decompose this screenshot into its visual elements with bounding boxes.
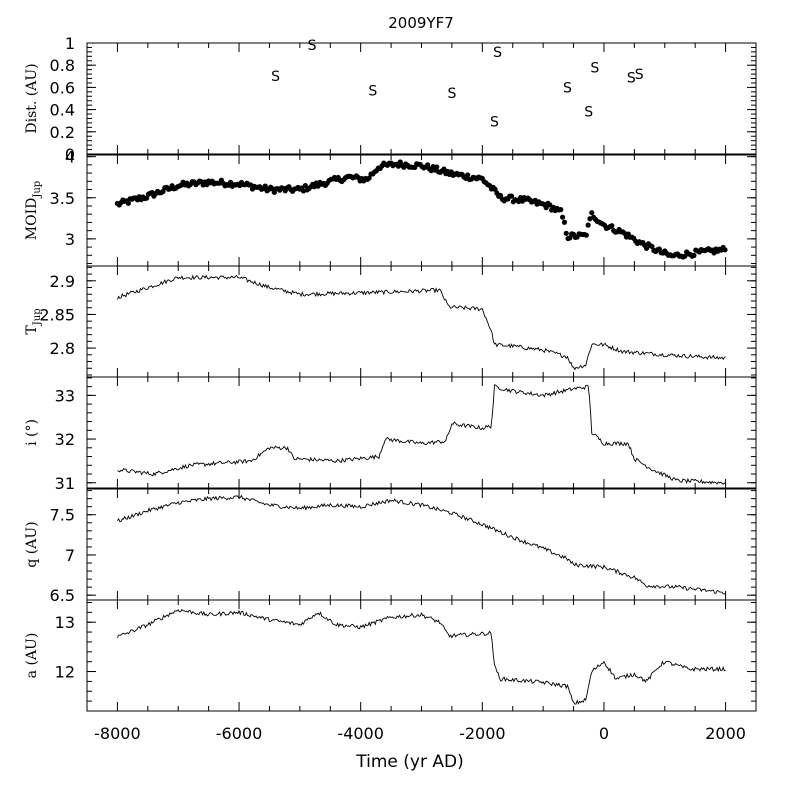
moid-point [144,195,150,201]
close-approach-marker: S [308,38,317,54]
x-tick-label: -2000 [459,724,506,743]
y-tick-label: 0 [65,145,75,164]
close-approach-marker: S [627,70,636,86]
x-tick-label: -4000 [337,724,384,743]
series-line-a [116,608,726,705]
y-label-sub: Jup [32,308,43,326]
moid-point [262,183,268,189]
y-tick-label: 3 [65,230,75,249]
moid-point [302,182,308,189]
close-approach-marker: S [490,115,499,131]
moid-point [547,202,553,208]
moid-point [609,223,615,229]
moid-point [558,207,564,213]
panel-tjup: 2.8 2.85 2.9 TJup [24,265,757,378]
moid-point [722,247,728,253]
y-tick-label: 2.8 [50,339,75,358]
y-axis-label-dist: Dist. (AU) [24,63,40,133]
moid-point [434,164,440,170]
close-approach-marker: S [493,45,502,61]
y-axis-label-moid: MOIDJup [24,181,43,240]
series-line-q [117,494,726,595]
panel-q: 6.5 7 7.5 q (AU) [24,488,757,605]
y-tick-label: 7 [65,546,75,565]
y-tick-label: 0.8 [50,56,75,75]
close-approach-marker: S [271,69,280,85]
y-label-sub: Jup [32,181,43,199]
y-tick-label: 2.9 [50,272,75,291]
moid-point [543,205,549,211]
chart-title: 2009YF7 [388,14,454,32]
moid-point [585,222,591,228]
y-tick-label: 3.5 [50,189,75,208]
moid-point [508,193,515,199]
moid-point [691,252,697,259]
moid-point [366,175,372,181]
series-line-incl [117,384,726,485]
panel-incl: 31 32 33 i (°) [24,376,757,493]
y-axis-label-a: a (AU) [24,633,40,679]
x-tick-label: 0 [599,724,609,743]
y-tick-label: 0.4 [50,101,75,120]
y-tick-label: 31 [55,474,75,493]
moid-point [563,230,569,236]
x-tick-label: -6000 [216,724,263,743]
y-tick-label: 6.5 [50,586,75,605]
x-tick-label: -8000 [94,724,141,743]
y-tick-label: 32 [55,430,75,449]
moid-point [561,219,568,225]
moid-point [125,200,131,206]
moid-point [649,243,655,250]
y-tick-label: 1 [65,34,75,53]
y-tick-label: 13 [55,613,75,632]
moid-point [465,172,471,178]
close-approach-marker: S [635,67,644,83]
close-approach-marker: S [584,105,593,121]
x-tick-label: 2000 [705,724,746,743]
y-tick-label: 0.6 [50,78,75,97]
panel-frame [86,599,757,712]
y-tick-label: 12 [55,663,75,682]
y-label-main: MOID [24,198,40,241]
moid-point [589,210,595,216]
y-tick-label: 33 [55,386,75,405]
panel-frame [86,488,757,601]
y-label-main: T [24,325,40,335]
x-axis-ticks: -8000 -6000 -4000 -2000 0 2000 [94,724,746,743]
x-axis-label: Time (yr AD) [355,752,463,772]
close-approach-marker: S [563,80,572,96]
close-approach-marker: S [447,86,456,102]
moid-point [643,245,650,251]
panel-frame [86,42,757,155]
y-tick-label: 7.5 [50,506,75,525]
y-tick-label: 4 [65,148,75,167]
moid-point [583,232,589,238]
panel-a: 12 13 a (AU) [24,599,757,712]
panel-moid: 3 3.5 4 MOIDJup [24,148,757,267]
panel-frame [86,265,757,378]
moid-point [567,235,573,241]
y-axis-label-incl: i (°) [24,419,40,446]
moid-point [424,162,431,168]
series-line-tjup [116,274,726,371]
y-tick-label: 2.85 [39,305,75,324]
y-tick-label: 0.2 [50,123,75,142]
close-approach-marker: S [590,60,599,76]
close-approach-marker: S [368,84,377,100]
y-axis-label-q: q (AU) [24,521,40,567]
y-axis-label-tjup: TJup [24,308,43,334]
moid-point [559,214,566,220]
